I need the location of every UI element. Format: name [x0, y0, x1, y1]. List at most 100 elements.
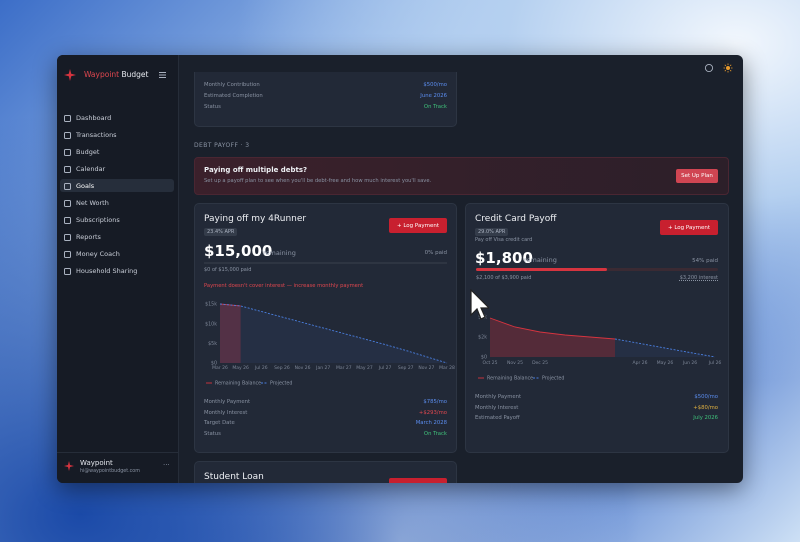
logo [64, 69, 76, 81]
row-label: Status [204, 104, 221, 110]
x-tick-label: Sep 26 [274, 365, 290, 371]
nav-icon [64, 114, 71, 122]
goal-card [194, 72, 457, 127]
legend-label: Projected [542, 376, 564, 382]
banner-text: Set up a payoff plan to see when you'll … [204, 178, 432, 184]
setup-button[interactable]: Set Up Plan [676, 169, 718, 183]
x-tick-label: Jul 26 [708, 360, 722, 366]
nav-item[interactable]: Goals [76, 181, 95, 190]
nav-item[interactable]: Calendar [76, 164, 106, 173]
row-label: Estimated Payoff [475, 415, 520, 422]
row-label: Monthly Contribution [204, 82, 260, 88]
progress-text: $0 of $15,000 paid [204, 267, 252, 273]
amount-label: remaining [263, 249, 296, 257]
x-tick-label: Nov 27 [418, 365, 434, 371]
y-tick-label: $0 [481, 355, 487, 361]
header-icons[interactable] [704, 63, 734, 73]
row-value: March 2028 [415, 420, 447, 427]
x-tick-label: Nov 25 [507, 360, 523, 366]
log-button[interactable] [389, 478, 447, 483]
user-logo [64, 461, 74, 471]
nav-icon [64, 268, 71, 276]
x-tick-label: Mar 26 [212, 365, 228, 371]
nav-icon [64, 217, 71, 225]
debt-title: Credit Card Payoff [475, 214, 557, 224]
nav-active [60, 179, 174, 193]
y-tick-label: $10k [205, 321, 217, 327]
menu-icon[interactable] [159, 72, 166, 78]
row-label: Monthly Payment [204, 399, 251, 405]
log-button[interactable]: + Log Payment [660, 220, 718, 235]
x-tick-label: Jul 27 [378, 365, 392, 371]
sidebar [57, 55, 179, 483]
line [219, 303, 241, 307]
paid-label: 54% paid [692, 258, 718, 264]
nav-icon [64, 165, 71, 173]
nav-item[interactable]: Subscriptions [76, 216, 120, 225]
debt-card [194, 461, 457, 483]
user-menu[interactable]: ··· [163, 461, 170, 469]
divider [57, 452, 178, 453]
nav-item[interactable]: Reports [76, 233, 101, 242]
x-tick-label: Mar 27 [336, 365, 352, 371]
debt-subtitle: Pay off Visa credit card [475, 237, 533, 243]
x-tick-label: May 26 [232, 365, 249, 371]
nav-icon [64, 131, 71, 139]
row-value: On Track [423, 430, 447, 437]
nav-icon [64, 182, 71, 190]
warning: Payment doesn't cover interest — increas… [204, 283, 364, 289]
legend-label: Remaining Balance [215, 381, 261, 387]
interest-text: $3,200 interest [679, 275, 718, 281]
row-value: June 2026 [420, 93, 447, 99]
y-tick-label: $0 [211, 361, 217, 367]
x-tick-label: Dec 25 [532, 360, 548, 366]
row-label: Monthly Interest [204, 409, 248, 416]
x-tick-label: May 26 [657, 360, 674, 366]
user-name: Waypoint [80, 459, 113, 467]
progress-fill [476, 268, 607, 271]
x-tick-label: Sep 27 [398, 365, 414, 371]
paid-label: 0% paid [424, 250, 447, 256]
x-tick-label: Nov 26 [295, 365, 311, 371]
nav-item[interactable]: Transactions [76, 130, 117, 139]
section-label: DEBT PAYOFF · 3 [194, 142, 250, 149]
row-label: Target Date [204, 420, 235, 427]
x-tick-label: May 27 [356, 365, 373, 371]
nav-item[interactable]: Dashboard [76, 113, 112, 122]
line [489, 317, 616, 340]
y-tick-label: $2k [478, 335, 487, 341]
x-tick-label: Apr 26 [633, 360, 648, 366]
nav-item[interactable]: Money Coach [76, 250, 120, 259]
line [614, 338, 716, 358]
nav-item[interactable]: Net Worth [76, 199, 109, 207]
legend-label: Remaining Balance [487, 376, 533, 382]
row-label: Monthly Interest [475, 404, 519, 411]
area [490, 318, 615, 357]
area [220, 304, 447, 363]
amount-label: remaining [524, 256, 557, 264]
brand-a: Waypoint [84, 70, 120, 79]
amount: $1,800 [475, 249, 533, 267]
apr-badge: 29.0% APR [475, 228, 509, 236]
nav-icon [64, 234, 71, 242]
x-tick-label: Jul 26 [254, 365, 268, 371]
nav-icon [64, 148, 71, 156]
legend-label: Projected [270, 381, 292, 387]
brand: Waypoint Budget [84, 70, 148, 79]
progress-track [476, 268, 718, 271]
amount: $15,000 [204, 242, 273, 260]
line [219, 303, 448, 364]
nav-item[interactable]: Household Sharing [76, 267, 138, 276]
debt-title: Student Loan [204, 472, 264, 482]
log-button[interactable]: + Log Payment [389, 218, 447, 233]
y-tick-label: $15k [205, 302, 217, 308]
area [220, 304, 241, 363]
row-value: $500/mo [694, 394, 718, 400]
banner [194, 157, 729, 195]
row-value: +$80/mo [693, 404, 718, 411]
progress-text: $2,100 of $3,900 paid [476, 275, 532, 281]
row-value: +$293/mo [418, 409, 447, 416]
nav-item[interactable]: Budget [76, 147, 100, 156]
banner-title: Paying off multiple debts? [204, 166, 308, 174]
